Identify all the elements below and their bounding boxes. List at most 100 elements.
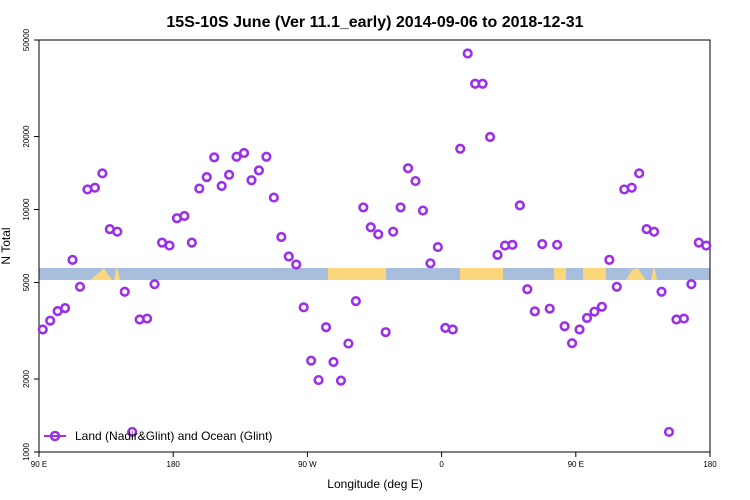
data-point [656, 286, 667, 297]
legend: Land (Nadir&Glint) and Ocean (Glint) [44, 429, 272, 443]
y-tick-label: 10000 [22, 198, 31, 221]
data-point [425, 258, 436, 269]
data-point [358, 202, 369, 213]
data-point [142, 313, 153, 324]
x-tick-label: 90 E [568, 460, 584, 469]
land-segment [90, 268, 112, 280]
data-point [663, 426, 675, 438]
data-point [574, 324, 585, 335]
data-point [231, 151, 242, 162]
data-point [559, 321, 570, 332]
data-point [59, 303, 71, 314]
land-ocean-band [39, 266, 710, 280]
data-point [268, 192, 279, 203]
data-point [537, 238, 548, 250]
data-point [37, 324, 48, 335]
data-point [529, 306, 540, 317]
data-point [477, 78, 488, 89]
data-point [45, 315, 56, 326]
data-point [611, 281, 622, 292]
x-axis: 90 E 180 90 W 0 90 E 180 [31, 452, 717, 469]
data-point [320, 322, 332, 333]
data-point [306, 355, 317, 366]
data-point [209, 152, 220, 163]
data-point [455, 143, 466, 154]
legend-label: Land (Nadir&Glint) and Ocean (Glint) [75, 429, 272, 443]
y-tick-label: 2000 [22, 370, 31, 388]
data-point [417, 205, 429, 216]
land-segment [626, 268, 646, 280]
data-point [462, 48, 473, 59]
data-points [37, 48, 712, 438]
data-point [164, 240, 175, 251]
data-point [373, 229, 384, 240]
x-tick-label: 0 [439, 460, 444, 469]
data-point [186, 237, 197, 248]
data-point [201, 172, 212, 183]
data-point [514, 200, 525, 211]
data-point [566, 338, 578, 349]
data-point [313, 374, 324, 386]
land-segment [651, 266, 657, 280]
data-point [194, 183, 205, 194]
data-point [149, 279, 160, 290]
chart-title: 15S-10S June (Ver 11.1_early) 2014-09-06… [166, 14, 583, 31]
data-point [67, 254, 78, 265]
x-tick-label: 180 [167, 460, 181, 469]
y-tick-label: 20000 [22, 125, 31, 148]
data-point [224, 169, 235, 180]
data-point [179, 210, 190, 222]
data-point [395, 202, 406, 213]
data-point [432, 241, 443, 253]
land-segment [328, 268, 386, 280]
data-point [589, 306, 600, 317]
data-point [596, 301, 607, 312]
land-segment [114, 266, 120, 280]
data-point [544, 303, 555, 314]
data-point [447, 324, 458, 335]
data-point [581, 312, 593, 324]
y-tick-label: 50000 [22, 28, 31, 51]
data-point [686, 279, 697, 290]
data-point [328, 356, 339, 368]
data-point [604, 254, 615, 265]
land-segment [554, 268, 566, 280]
x-axis-label: Longitude (deg E) [327, 477, 422, 491]
data-point [350, 296, 361, 307]
data-point [701, 240, 712, 251]
data-point [507, 239, 518, 250]
data-point [276, 231, 287, 243]
y-axis: 1000 2000 5000 10000 20000 50000 [22, 28, 39, 461]
data-point [402, 163, 414, 174]
data-point [380, 327, 391, 338]
data-point [410, 175, 421, 187]
data-point [298, 302, 309, 313]
x-tick-label: 90 E [31, 460, 47, 469]
data-point [678, 313, 690, 324]
data-point [112, 226, 123, 237]
data-point [89, 182, 101, 193]
data-point [291, 259, 302, 270]
y-tick-label: 1000 [22, 443, 31, 461]
data-point [484, 131, 496, 143]
data-point [246, 175, 257, 186]
data-point [119, 286, 130, 297]
data-point [283, 251, 294, 262]
data-point [261, 151, 272, 162]
data-point [522, 284, 533, 295]
data-point [127, 426, 138, 438]
data-point [238, 147, 250, 159]
data-point [626, 182, 637, 193]
land-segment [460, 268, 503, 280]
data-point [253, 165, 265, 176]
data-point [492, 249, 503, 260]
data-point [365, 222, 376, 233]
data-point [216, 180, 227, 192]
data-point [648, 226, 660, 237]
plot-frame [38, 39, 711, 453]
land-segment [583, 268, 606, 280]
data-point [343, 338, 354, 349]
x-tick-label: 180 [703, 460, 717, 469]
x-tick-label: 90 W [298, 460, 317, 469]
